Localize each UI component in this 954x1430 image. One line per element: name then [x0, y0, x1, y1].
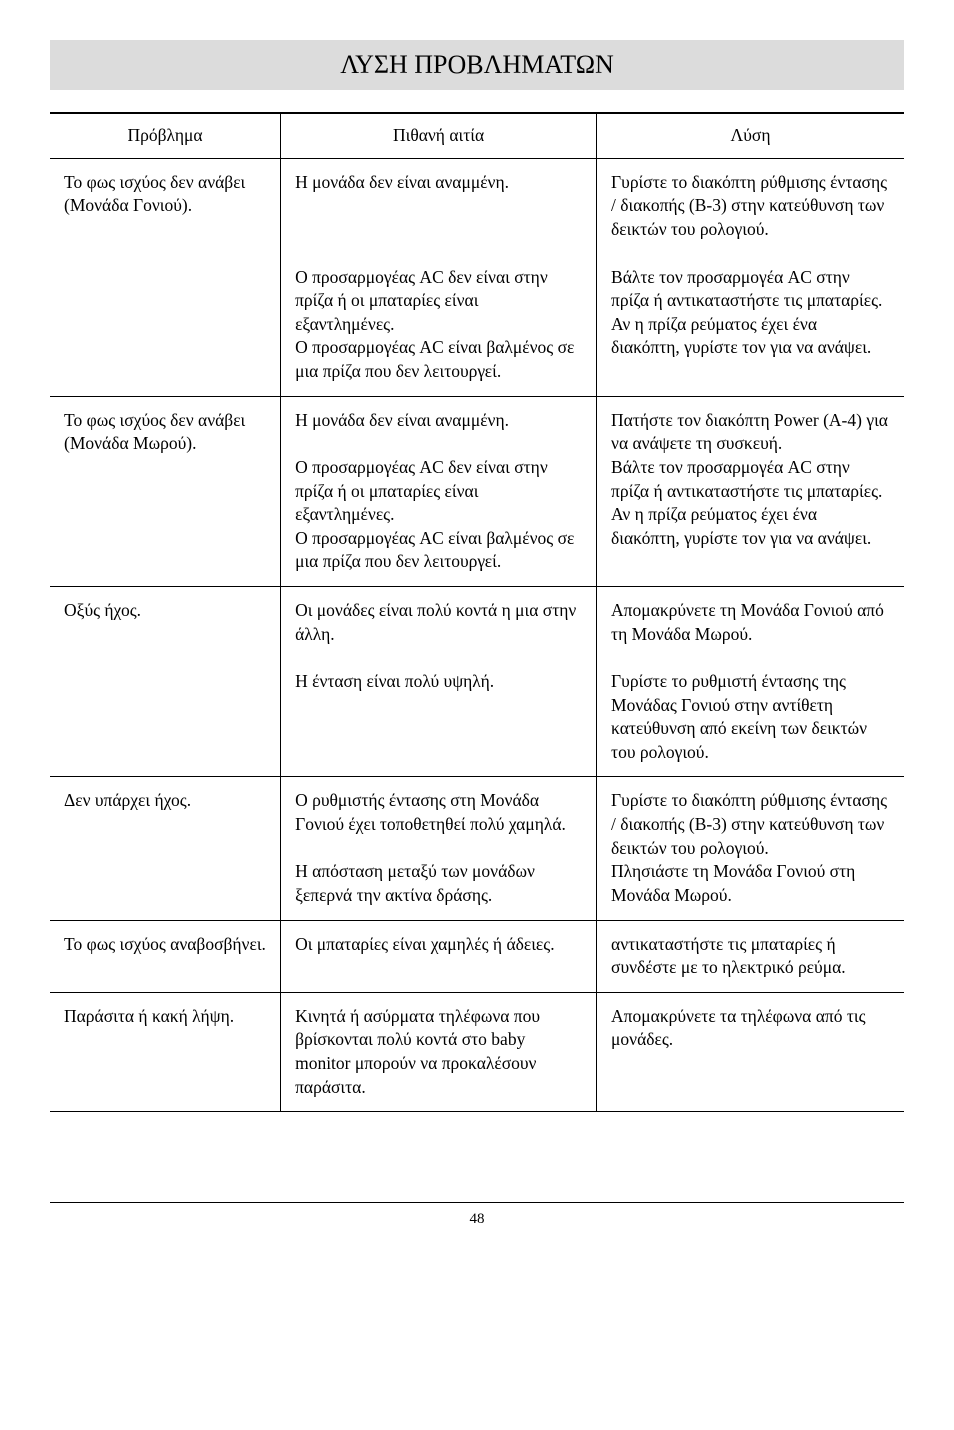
cell-cause: Η μονάδα δεν είναι αναμμένη. Ο προσαρμογ…	[281, 396, 597, 586]
cell-cause: Ο ρυθμιστής έντασης στη Μονάδα Γονιού έχ…	[281, 777, 597, 920]
cell-problem: Δεν υπάρχει ήχος.	[50, 777, 281, 920]
troubleshooting-table: Πρόβλημα Πιθανή αιτία Λύση Το φως ισχύος…	[50, 112, 904, 1112]
cell-solution: Απομακρύνετε τα τηλέφωνα από τις μονάδες…	[597, 992, 904, 1112]
cell-solution: Απομακρύνετε τη Μονάδα Γονιού από τη Μον…	[597, 587, 904, 777]
cell-solution: αντικαταστήστε τις μπαταρίες ή συνδέστε …	[597, 920, 904, 992]
cell-cause: Οι μπαταρίες είναι χαμηλές ή άδειες.	[281, 920, 597, 992]
header-solution: Λύση	[597, 113, 904, 158]
cell-problem: Το φως ισχύος δεν ανάβει (Μονάδα Γονιού)…	[50, 158, 281, 253]
cell-solution: Πατήστε τον διακόπτη Power (A-4) για να …	[597, 396, 904, 586]
cell-solution: Βάλτε τον προσαρμογέα AC στην πρίζα ή αν…	[597, 254, 904, 397]
table-row: Δεν υπάρχει ήχος.Ο ρυθμιστής έντασης στη…	[50, 777, 904, 920]
page-number: 48	[50, 1202, 904, 1228]
cell-solution: Γυρίστε το διακόπτη ρύθμισης έντασης / δ…	[597, 158, 904, 253]
table-header-row: Πρόβλημα Πιθανή αιτία Λύση	[50, 113, 904, 158]
page-title: ΛΥΣΗ ΠΡΟΒΛΗΜΑΤΩΝ	[50, 40, 904, 90]
table-row: Το φως ισχύος αναβοσβήνει.Οι μπαταρίες ε…	[50, 920, 904, 992]
header-problem: Πρόβλημα	[50, 113, 281, 158]
table-row: Το φως ισχύος δεν ανάβει (Μονάδα Μωρού).…	[50, 396, 904, 586]
cell-solution: Γυρίστε το διακόπτη ρύθμισης έντασης / δ…	[597, 777, 904, 920]
table-row: Οξύς ήχος.Οι μονάδες είναι πολύ κοντά η …	[50, 587, 904, 777]
table-row: Το φως ισχύος δεν ανάβει (Μονάδα Γονιού)…	[50, 158, 904, 253]
cell-cause: Οι μονάδες είναι πολύ κοντά η μια στην ά…	[281, 587, 597, 777]
cell-problem: Το φως ισχύος δεν ανάβει (Μονάδα Μωρού).	[50, 396, 281, 586]
header-cause: Πιθανή αιτία	[281, 113, 597, 158]
cell-problem: Οξύς ήχος.	[50, 587, 281, 777]
table-row: Παράσιτα ή κακή λήψη.Κινητά ή ασύρματα τ…	[50, 992, 904, 1112]
table-row: Ο προσαρμογέας AC δεν είναι στην πρίζα ή…	[50, 254, 904, 397]
cell-cause: Η μονάδα δεν είναι αναμμένη.	[281, 158, 597, 253]
cell-cause: Ο προσαρμογέας AC δεν είναι στην πρίζα ή…	[281, 254, 597, 397]
cell-cause: Κινητά ή ασύρματα τηλέφωνα που βρίσκοντα…	[281, 992, 597, 1112]
cell-problem: Το φως ισχύος αναβοσβήνει.	[50, 920, 281, 992]
cell-problem	[50, 254, 281, 397]
cell-problem: Παράσιτα ή κακή λήψη.	[50, 992, 281, 1112]
